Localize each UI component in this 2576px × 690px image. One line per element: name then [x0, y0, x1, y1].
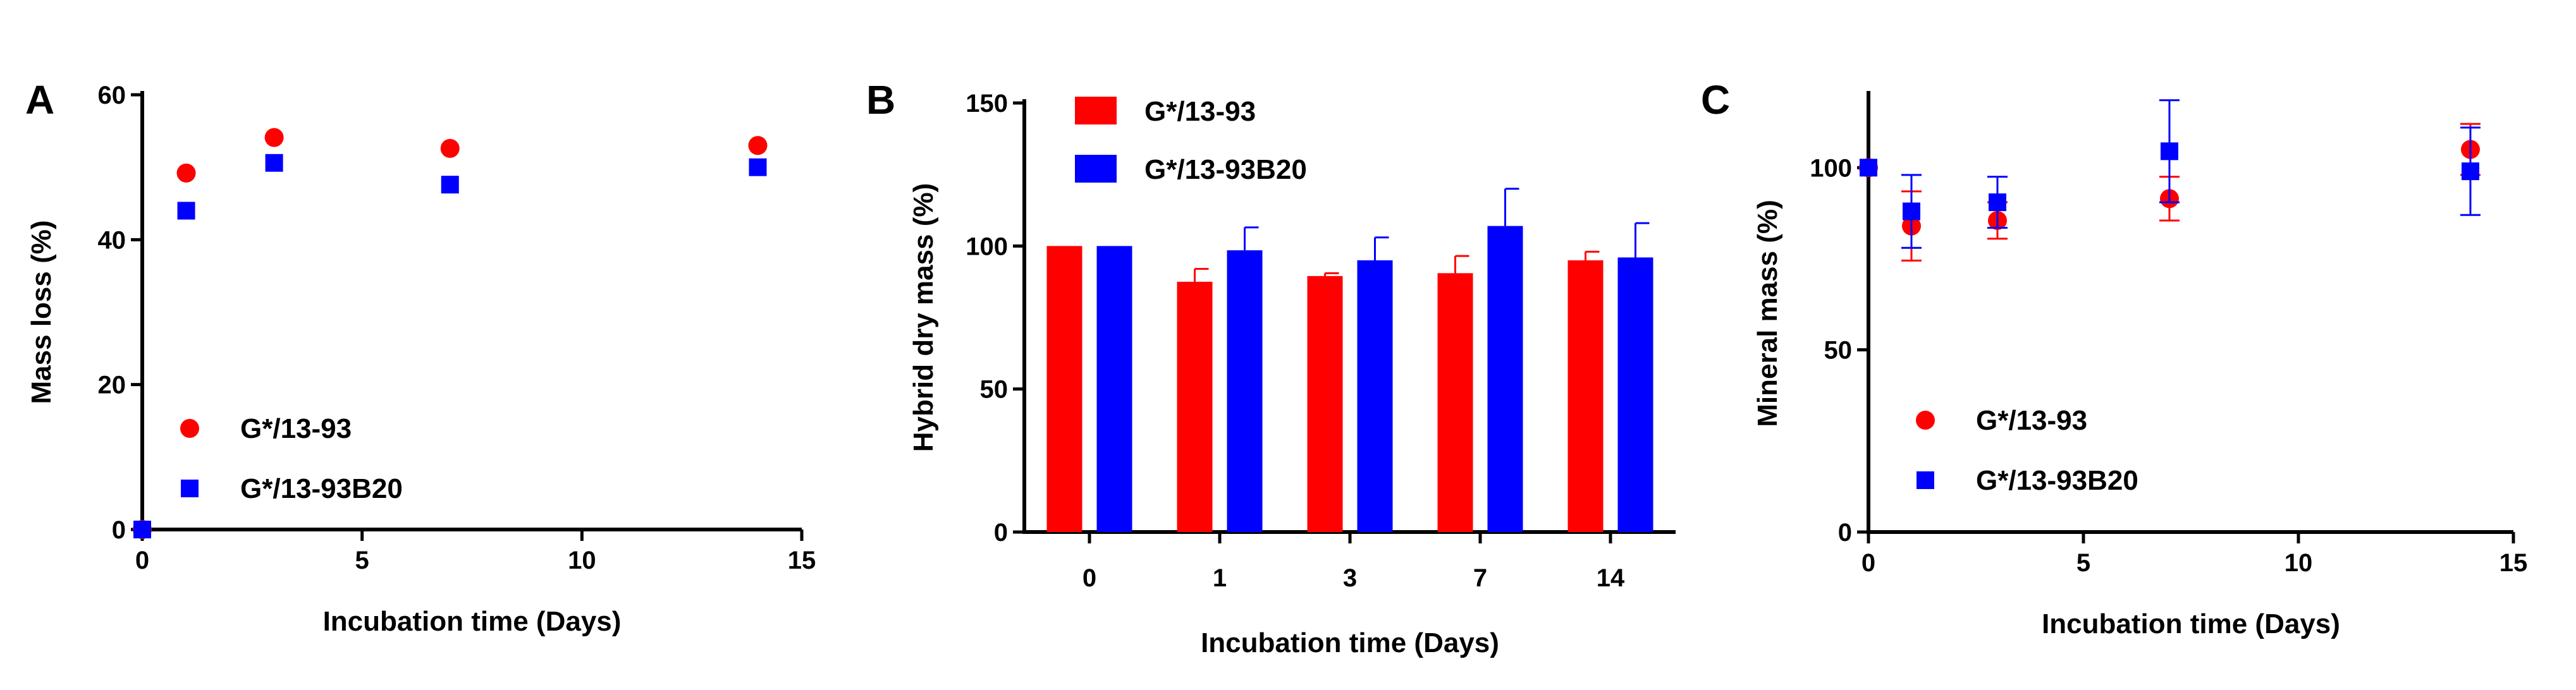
panel-c-x-tick-label: 0	[1861, 549, 1875, 577]
panel-a-x-tick-label: 5	[355, 547, 369, 574]
panel-b-x-tick-label: 7	[1473, 564, 1487, 592]
panel-c-legend-red-label: G*/13-93	[1976, 405, 2087, 436]
panel-c-blue-point	[2161, 142, 2178, 160]
panel-b-blue-bar	[1357, 260, 1393, 532]
panel-c-scatter-chart: 0 50 100 Mineral mass (%) 0 5 10 15 Incubation t…	[1752, 91, 2527, 639]
panel-a-y-tick-label: 60	[98, 82, 126, 109]
panel-b-x-tick-label: 0	[1083, 564, 1096, 592]
panel-a-y-axis-title: Mass loss (%)	[26, 221, 57, 404]
panel-b-y-tick-label: 150	[966, 90, 1008, 118]
panel-a-y-tick-label: 40	[98, 226, 126, 254]
panel-b-legend-blue-swatch	[1075, 155, 1117, 183]
panel-a-blue-point	[177, 202, 195, 220]
panel-c-x-tick-label: 10	[2285, 549, 2313, 577]
panel-b-x-axis-title: Incubation time (Days)	[1201, 627, 1499, 658]
panel-b-legend-red-swatch	[1075, 97, 1117, 124]
panel-a-x-axis-title: Incubation time (Days)	[323, 606, 622, 637]
panel-b-red-bar	[1177, 281, 1213, 532]
panel-a-red-point	[440, 138, 460, 158]
panel-b-x-tick-label: 14	[1597, 564, 1625, 592]
panel-b-blue-bar	[1487, 226, 1523, 532]
panel-c-blue-point	[1860, 159, 1877, 177]
panel-c-y-tick-label: 0	[1838, 519, 1852, 547]
panel-a-legend-red-marker	[180, 419, 199, 438]
panel-label-a: A	[25, 77, 54, 123]
panel-c-legend-red-marker	[1916, 411, 1935, 430]
panel-a-x-tick-label: 15	[788, 547, 816, 574]
panel-a-y-tick-label: 0	[112, 516, 126, 544]
panel-c-y-axis-title: Mineral mass (%)	[1752, 200, 1783, 427]
panel-a-red-point	[176, 163, 196, 183]
panel-a-scatter-chart: 0 20 40 60 Mass loss (%) 0 5 10 15 Incubation tim…	[26, 82, 816, 637]
panel-b-y-axis-title: Hybrid dry mass (%)	[908, 183, 939, 452]
panel-a-blue-point	[749, 158, 767, 176]
panel-b-red-bar	[1437, 273, 1473, 532]
panel-c-legend-blue-marker	[1917, 471, 1934, 489]
panel-c-blue-point	[1989, 193, 2006, 212]
panel-b-blue-bar	[1096, 246, 1132, 532]
panel-a-blue-point	[441, 176, 459, 194]
panel-a-x-tick-label: 0	[135, 547, 149, 574]
panel-a-y-tick-label: 20	[98, 372, 126, 399]
panel-b-y-tick-label: 50	[980, 376, 1009, 404]
panel-b-red-bar	[1046, 246, 1083, 532]
panel-label-c: C	[1701, 77, 1730, 123]
panel-b-blue-bar	[1227, 250, 1263, 532]
panel-a-legend-blue-label: G*/13-93B20	[240, 473, 403, 504]
panel-a-blue-point	[133, 521, 151, 538]
panel-b-blue-bar	[1617, 257, 1653, 532]
panel-a-red-point	[264, 128, 284, 147]
panel-c-legend-blue-label: G*/13-93B20	[1976, 465, 2138, 496]
panel-b-red-bar	[1307, 275, 1343, 532]
panel-c-blue-point	[2462, 162, 2479, 181]
panel-b-y-tick-label: 100	[966, 233, 1008, 260]
panel-b-y-tick-label: 0	[994, 519, 1008, 547]
panel-label-b: B	[866, 77, 895, 123]
panel-b-legend-red-label: G*/13-93	[1144, 96, 1256, 127]
panel-c-x-tick-label: 5	[2076, 549, 2090, 577]
panel-c-y-tick-label: 100	[1810, 154, 1852, 182]
panel-c-blue-point	[1903, 202, 1920, 221]
panel-b-bar-chart: 0 50 100 150 Hybrid dry mass (%) 0 1 3 7 14 Incuba…	[908, 90, 1676, 658]
panel-a-legend-red-label: G*/13-93	[240, 413, 352, 444]
panel-a-legend-blue-marker	[181, 480, 199, 497]
panel-c-x-tick-label: 15	[2499, 549, 2528, 577]
panel-b-legend-blue-label: G*/13-93B20	[1144, 154, 1307, 185]
panel-b-x-tick-label: 3	[1343, 564, 1357, 592]
panel-a-x-tick-label: 10	[568, 547, 596, 574]
panel-c-y-tick-label: 50	[1824, 337, 1853, 365]
panel-b-red-bar	[1567, 260, 1604, 532]
panel-a-blue-point	[265, 154, 283, 172]
panel-a-red-point	[748, 136, 768, 155]
panel-c-x-axis-title: Incubation time (Days)	[2042, 608, 2340, 639]
panel-b-x-tick-label: 1	[1213, 564, 1227, 592]
